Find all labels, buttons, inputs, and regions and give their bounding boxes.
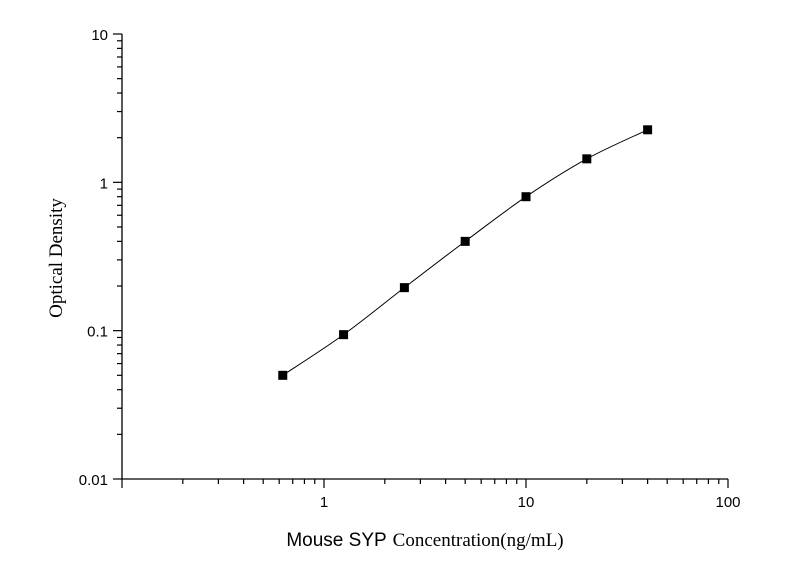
y-tick-label: 1 [100, 175, 108, 192]
tick-labels: 1 10 100 0.01 0.1 1 10 [79, 27, 741, 511]
x-axis-title-sub: Concentration(ng/mL) [393, 530, 564, 551]
x-axis-title: Mouse SYP Concentration(ng/mL) [286, 530, 563, 551]
y-tick-label: 0.1 [87, 324, 108, 341]
data-point [339, 330, 349, 340]
y-axis-title: Optical Density [46, 198, 67, 318]
data-points [278, 125, 653, 380]
data-point [643, 125, 653, 135]
x-axis-title-main: Mouse SYP [286, 530, 386, 551]
fit-curve-line [282, 129, 648, 376]
x-tick-label: 100 [715, 494, 740, 511]
x-tick-label: 10 [518, 494, 535, 511]
data-point [521, 192, 531, 202]
data-point [460, 236, 470, 246]
fit-curve [282, 129, 648, 376]
y-tick-label: 0.01 [79, 472, 108, 489]
x-tick-label: 1 [320, 494, 328, 511]
data-point [399, 283, 409, 293]
axes [121, 34, 728, 480]
data-point [582, 154, 592, 164]
ticks [113, 33, 729, 488]
y-tick-label: 10 [91, 27, 108, 44]
data-point [278, 370, 288, 380]
